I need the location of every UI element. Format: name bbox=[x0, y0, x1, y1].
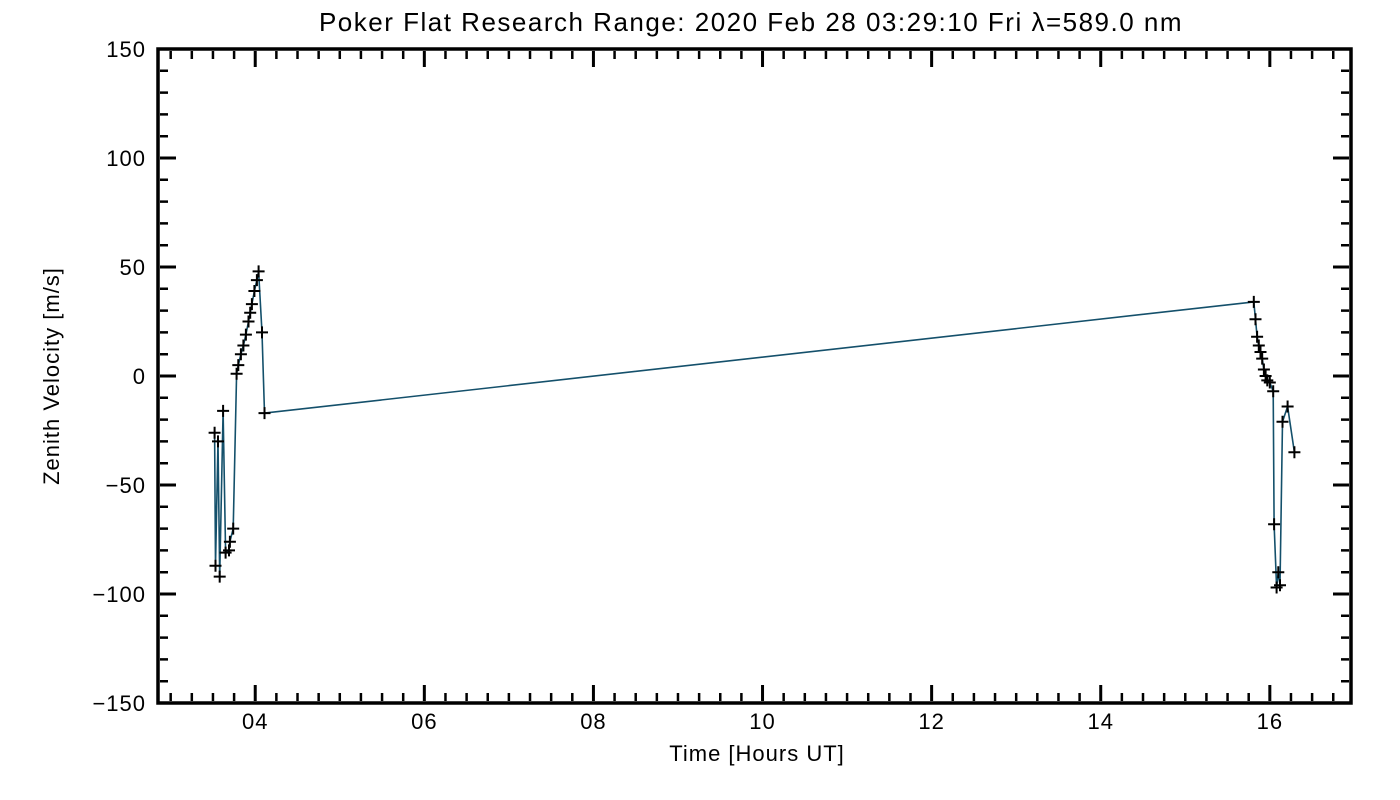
x-tick-label: 10 bbox=[749, 709, 775, 734]
chart-title: Poker Flat Research Range: 2020 Feb 28 0… bbox=[318, 7, 1184, 37]
x-tick-label: 12 bbox=[918, 709, 944, 734]
minor-ticks bbox=[160, 51, 1349, 701]
data-point-markers bbox=[208, 265, 1301, 594]
velocity-line bbox=[213, 270, 1296, 589]
y-tick-label: 150 bbox=[106, 37, 146, 62]
axes-frame bbox=[156, 47, 1353, 705]
y-tick-label: −100 bbox=[92, 582, 146, 607]
y-tick-label: −50 bbox=[106, 473, 146, 498]
y-tick-label: −150 bbox=[92, 691, 146, 716]
y-axis-label: Zenith Velocity [m/s] bbox=[39, 267, 64, 485]
x-tick-label: 16 bbox=[1257, 709, 1283, 734]
y-tick-label: 0 bbox=[133, 364, 146, 389]
x-tick-label: 06 bbox=[411, 709, 437, 734]
y-tick-label: 50 bbox=[120, 255, 146, 280]
x-tick-label: 04 bbox=[242, 709, 268, 734]
y-tick-label: 100 bbox=[106, 146, 146, 171]
x-axis-label: Time [Hours UT] bbox=[669, 741, 845, 766]
x-tick-label: 08 bbox=[580, 709, 606, 734]
major-ticks bbox=[160, 47, 1349, 705]
x-tick-label: 14 bbox=[1087, 709, 1113, 734]
